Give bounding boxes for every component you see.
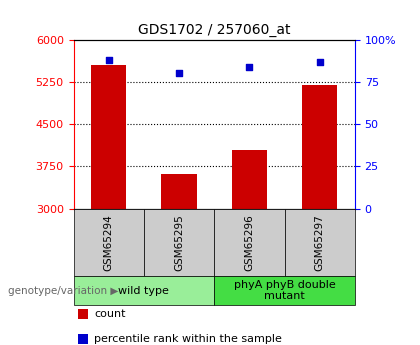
Bar (91, 65, 126, 209)
Text: GSM65297: GSM65297 (315, 214, 325, 271)
Text: GSM65294: GSM65294 (104, 214, 114, 271)
Text: GSM65296: GSM65296 (244, 214, 255, 271)
Text: count: count (94, 309, 126, 319)
Point (105, 57, 112, 63)
Point (316, 59, 323, 65)
Text: GSM65295: GSM65295 (174, 214, 184, 271)
Text: percentile rank within the sample: percentile rank within the sample (94, 334, 282, 344)
Title: GDS1702 / 257060_at: GDS1702 / 257060_at (138, 23, 291, 37)
Text: phyA phyB double
mutant: phyA phyB double mutant (234, 280, 336, 302)
Bar (161, 174, 197, 209)
Point (176, 71, 182, 76)
Bar (302, 85, 337, 209)
Text: genotype/variation ▶: genotype/variation ▶ (8, 286, 119, 296)
Point (246, 64, 253, 69)
Text: wild type: wild type (118, 286, 169, 296)
Bar (232, 150, 267, 209)
